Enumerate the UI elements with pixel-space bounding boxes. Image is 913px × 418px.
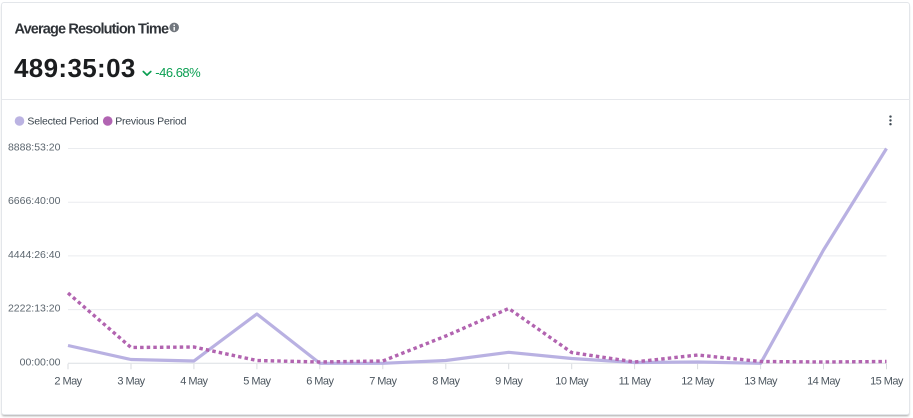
svg-text:Average Resolution Time: Average Resolution Time [15, 22, 169, 38]
svg-text:4 May: 4 May [180, 375, 208, 387]
svg-text:2 May: 2 May [54, 375, 82, 387]
svg-text:4444:26:40: 4444:26:40 [8, 249, 61, 261]
svg-text:9 May: 9 May [495, 375, 523, 387]
svg-text:6 May: 6 May [306, 375, 334, 387]
svg-text:8888:53:20: 8888:53:20 [8, 142, 61, 154]
svg-text:Selected Period: Selected Period [27, 116, 98, 128]
svg-text:15 May: 15 May [870, 375, 904, 387]
svg-text:00:00:00: 00:00:00 [20, 356, 61, 368]
svg-text:3 May: 3 May [117, 375, 145, 387]
svg-text:6666:40:00: 6666:40:00 [8, 195, 61, 207]
svg-text:-46.68%: -46.68% [155, 65, 201, 80]
svg-text:11 May: 11 May [619, 375, 652, 387]
svg-text:7 May: 7 May [369, 375, 397, 387]
svg-text:13 May: 13 May [744, 375, 778, 387]
svg-text:489:35:03: 489:35:03 [14, 53, 136, 83]
svg-text:10 May: 10 May [555, 375, 589, 387]
svg-text:5 May: 5 May [243, 375, 271, 387]
svg-text:14 May: 14 May [807, 375, 841, 387]
svg-text:2222:13:20: 2222:13:20 [8, 303, 61, 315]
svg-text:Previous Period: Previous Period [115, 116, 186, 128]
svg-text:12 May: 12 May [681, 375, 715, 387]
svg-text:8 May: 8 May [432, 375, 460, 387]
